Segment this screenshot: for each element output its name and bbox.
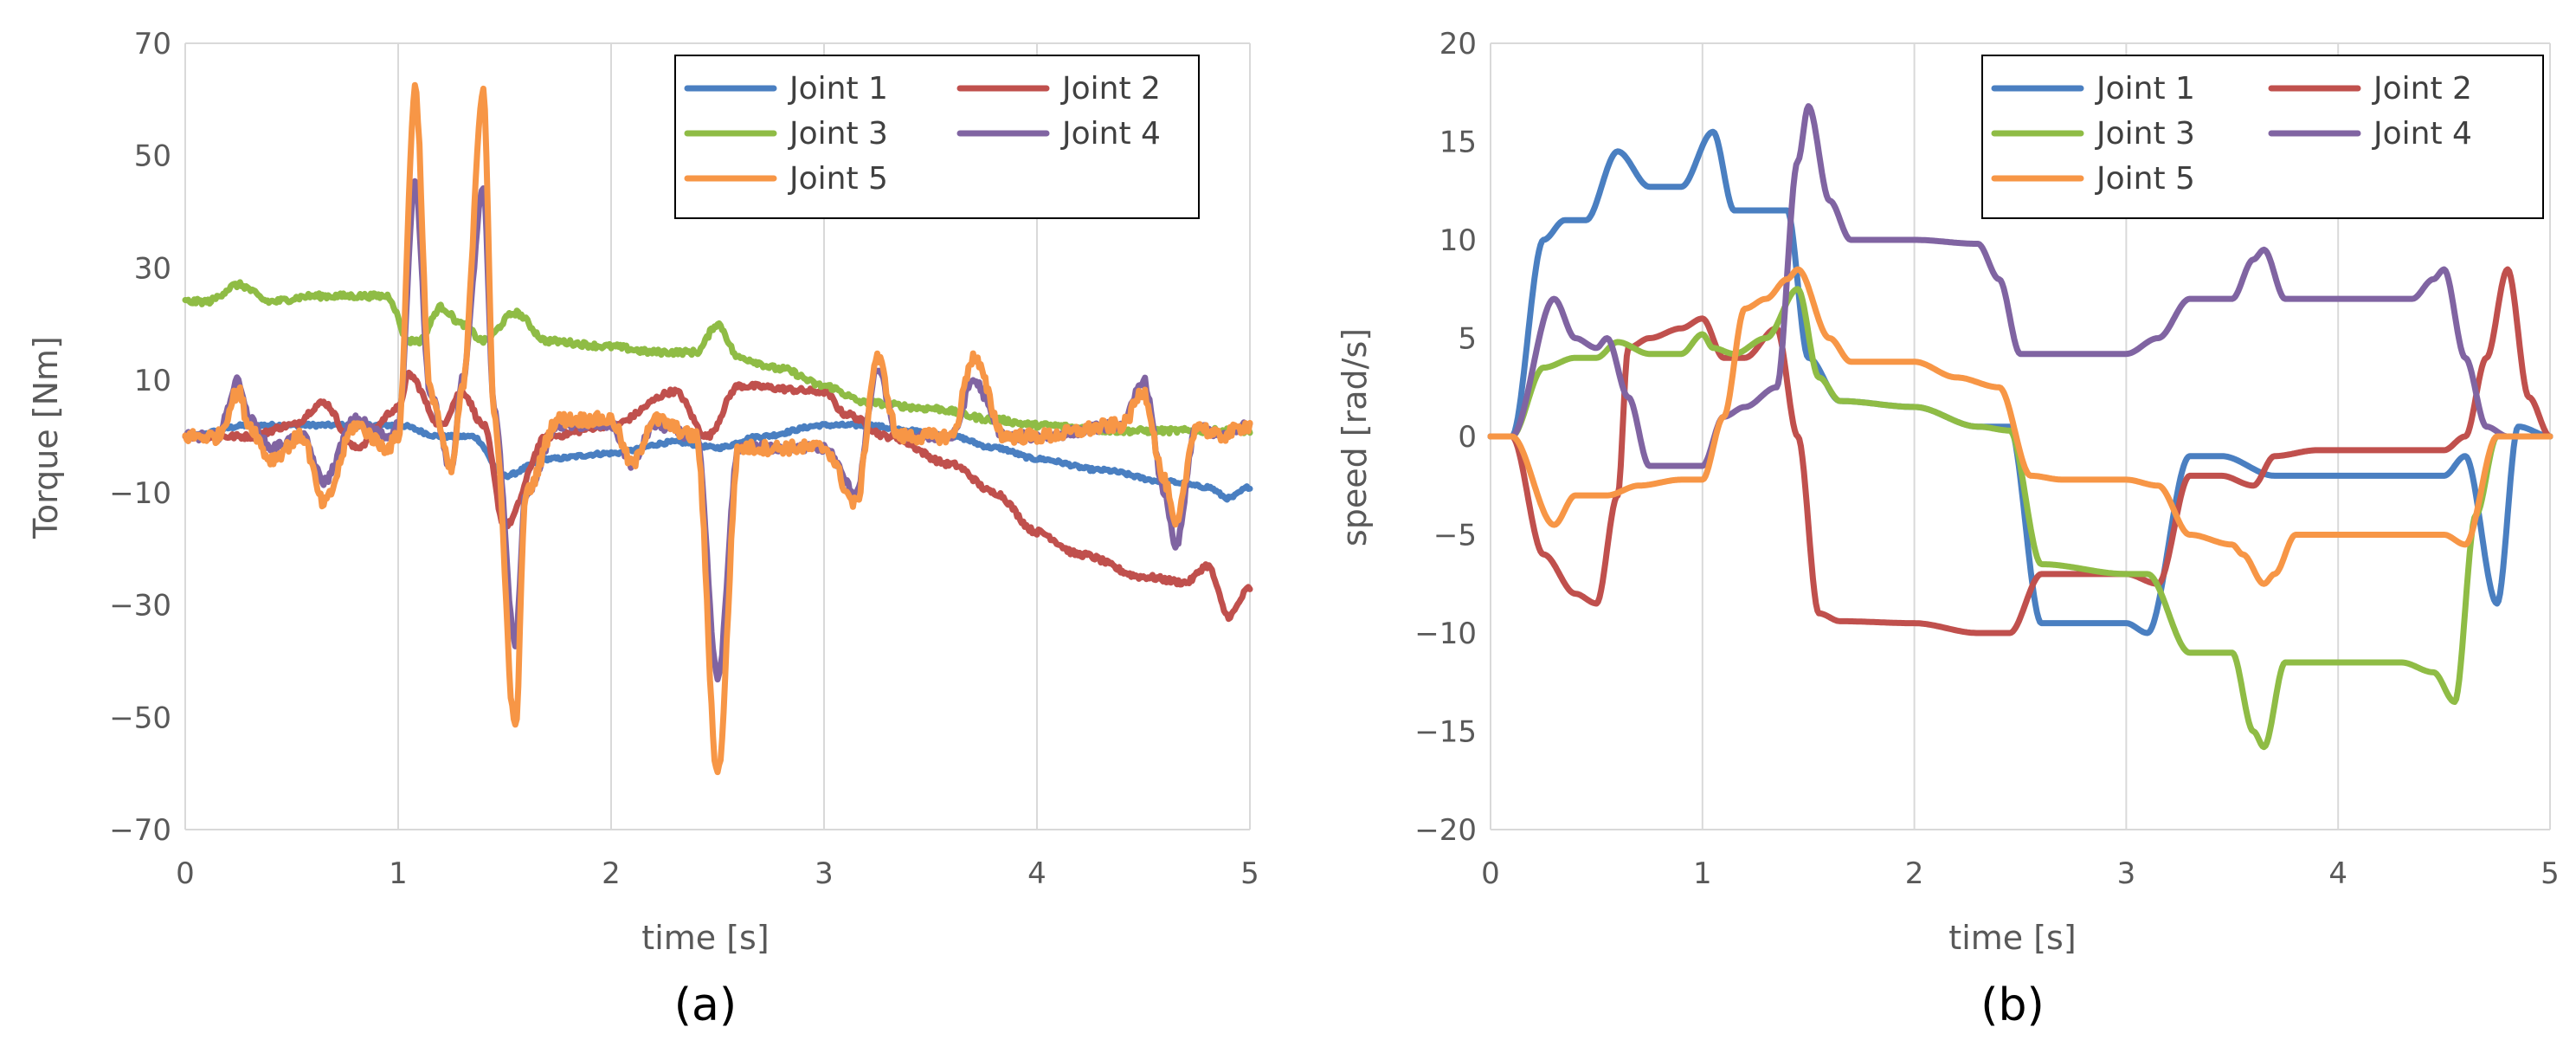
torque-legend-label: Joint 5 (788, 161, 888, 197)
torque-y-tick-label: 50 (134, 139, 171, 174)
speed-y-tick-label: 5 (1458, 322, 1477, 357)
speed-x-tick-label: 5 (2541, 856, 2560, 891)
speed-x-tick-label: 1 (1693, 856, 1712, 891)
torque-x-tick-label: 3 (815, 856, 834, 891)
torque-y-axis-title: Torque [Nm] (27, 336, 65, 539)
torque-y-tick-label: −10 (109, 476, 171, 511)
torque-legend-label: Joint 4 (1060, 116, 1161, 152)
torque-series-joint-2 (182, 369, 1253, 623)
speed-x-axis-title: time [s] (1948, 919, 2076, 957)
torque-y-tick-label: −70 (109, 813, 171, 848)
torque-y-tick-label: 30 (134, 251, 171, 286)
speed-chart-y-ticks: 20 15 10 5 0 −5 −10 −15 −20 (1414, 27, 1477, 848)
speed-legend-label: Joint 1 (2095, 71, 2195, 107)
torque-y-tick-label: −30 (109, 589, 171, 623)
torque-legend-label: Joint 1 (788, 71, 888, 107)
speed-x-tick-label: 2 (1905, 856, 1924, 891)
speed-y-tick-label: −10 (1414, 617, 1477, 651)
torque-x-axis-title: time [s] (641, 919, 769, 957)
speed-chart-legend: Joint 1 Joint 2 Joint 3 Joint 4 Joint 5 (1981, 55, 2544, 219)
speed-legend-label: Joint 3 (2095, 116, 2195, 152)
speed-panel-label: (b) (1980, 979, 2045, 1031)
torque-y-tick-label: −50 (109, 701, 171, 735)
speed-chart-x-ticks: 0 1 2 3 4 5 (1481, 856, 2560, 891)
torque-x-tick-label: 1 (389, 856, 408, 891)
torque-x-tick-label: 4 (1027, 856, 1046, 891)
speed-legend-box (1981, 55, 2544, 219)
torque-series-joint-5 (182, 81, 1253, 776)
speed-chart-series (1487, 103, 2553, 751)
torque-y-tick-label: 70 (134, 27, 171, 61)
torque-chart: 70 50 30 10 −10 −30 −50 −70 0 1 2 3 4 5 time [s] Tor… (27, 27, 1259, 1031)
speed-series-joint-4 (1487, 103, 2553, 469)
speed-series-joint-2 (1487, 266, 2553, 636)
torque-panel-label: (a) (674, 979, 737, 1031)
torque-chart-x-ticks: 0 1 2 3 4 5 (176, 856, 1259, 891)
torque-chart-y-ticks: 70 50 30 10 −10 −30 −50 −70 (109, 27, 171, 848)
speed-y-tick-label: −15 (1414, 715, 1477, 750)
torque-x-tick-label: 0 (176, 856, 195, 891)
torque-legend-box (674, 55, 1200, 219)
speed-series-joint-5 (1487, 266, 2553, 587)
speed-legend-label: Joint 5 (2095, 161, 2195, 197)
speed-x-tick-label: 0 (1481, 856, 1500, 891)
torque-chart-legend: Joint 1 Joint 2 Joint 3 Joint 4 Joint 5 (674, 55, 1200, 219)
speed-y-tick-label: −5 (1433, 519, 1477, 553)
speed-chart: 20 15 10 5 0 −5 −10 −15 −20 0 1 2 3 4 5 time [s] spee… (1336, 27, 2560, 1031)
speed-y-tick-label: 0 (1458, 420, 1477, 455)
speed-legend-label: Joint 2 (2372, 71, 2472, 107)
torque-y-tick-label: 10 (134, 364, 171, 398)
speed-x-tick-label: 4 (2328, 856, 2347, 891)
speed-y-tick-label: 10 (1439, 223, 1477, 258)
speed-x-tick-label: 3 (2117, 856, 2136, 891)
torque-legend-label: Joint 2 (1060, 71, 1161, 107)
speed-y-tick-label: 15 (1439, 126, 1477, 160)
torque-legend-label: Joint 3 (788, 116, 888, 152)
speed-legend-label: Joint 4 (2372, 116, 2472, 152)
torque-x-tick-label: 5 (1240, 856, 1259, 891)
speed-y-axis-title: speed [rad/s] (1336, 328, 1374, 546)
speed-y-tick-label: 20 (1439, 27, 1477, 61)
torque-x-tick-label: 2 (602, 856, 621, 891)
torque-chart-series (182, 81, 1253, 776)
speed-y-tick-label: −20 (1414, 813, 1477, 848)
speed-series-joint-3 (1487, 286, 2553, 751)
